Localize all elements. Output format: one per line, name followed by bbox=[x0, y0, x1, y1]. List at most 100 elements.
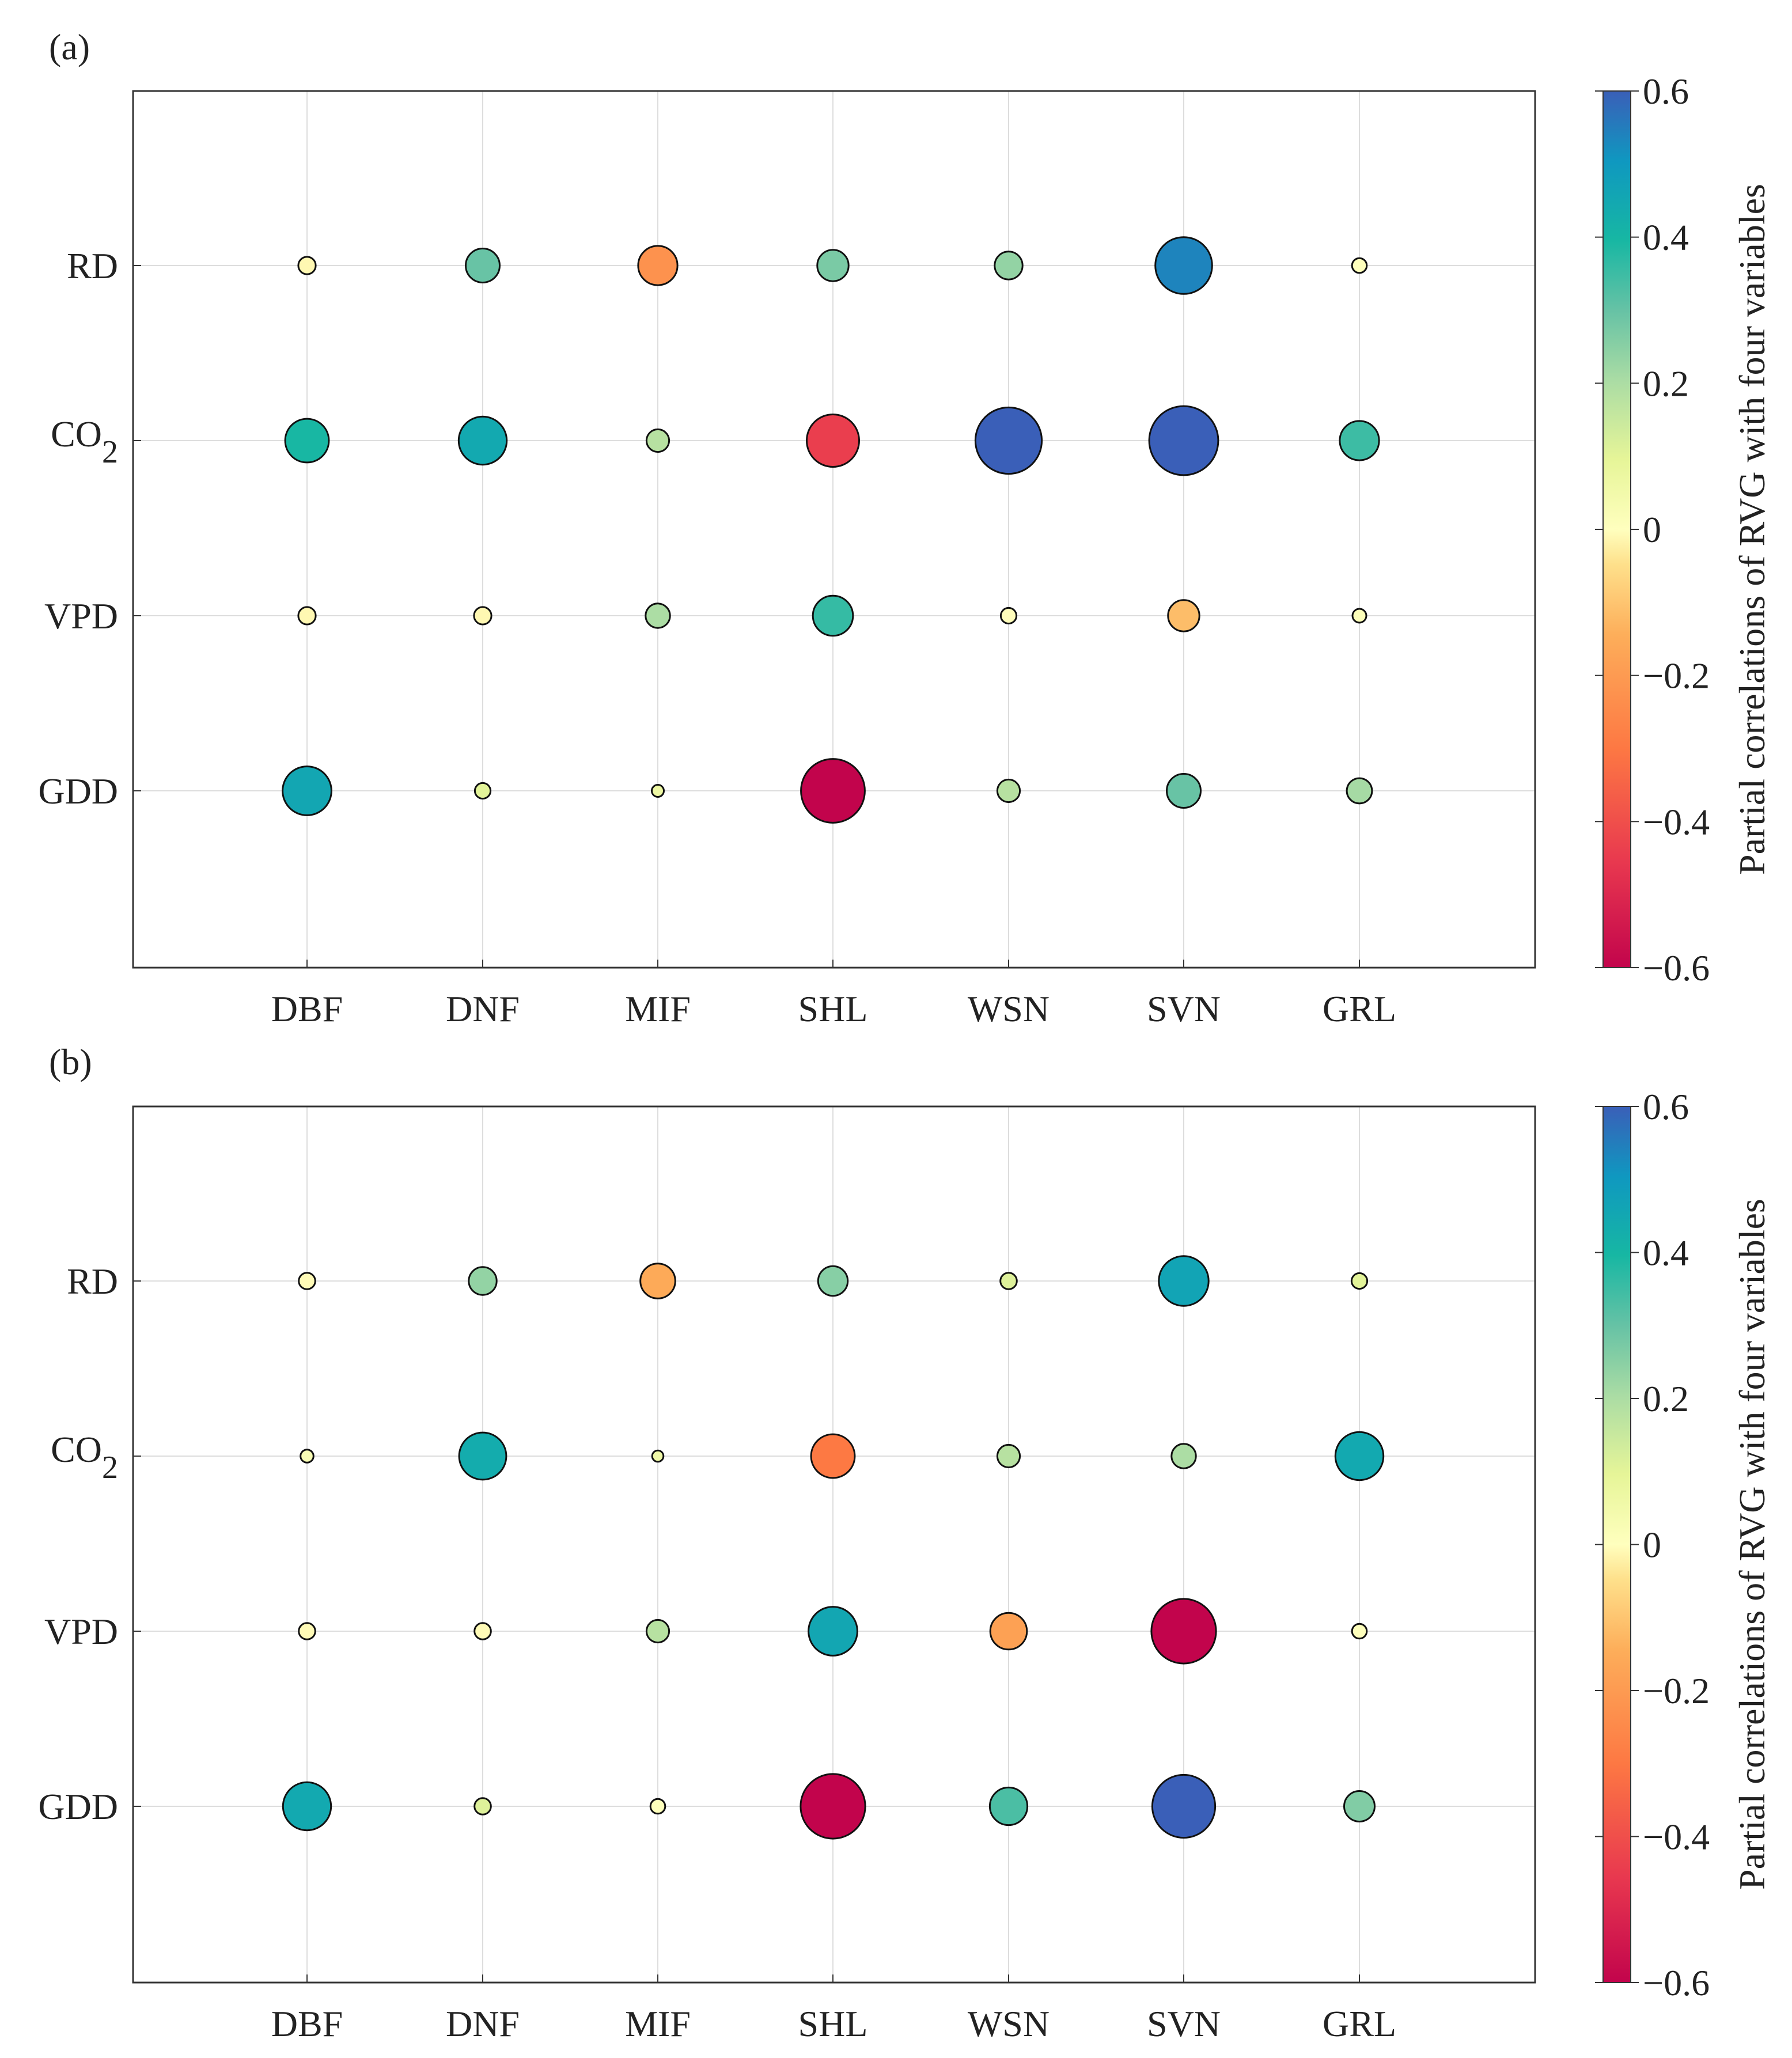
y-tick-label: CO2 bbox=[51, 414, 118, 470]
x-tick-label: WSN bbox=[968, 988, 1050, 1029]
colorbar-ticks: 0.6 0.4 0.2 0 −0.2 −0.4 −0.6 bbox=[1595, 1086, 1710, 2003]
colorbar-tick-label: 0.6 bbox=[1643, 71, 1689, 112]
y-tick-label-subscript: 2 bbox=[102, 434, 118, 470]
colorbar-tick-label: −0.4 bbox=[1643, 1817, 1710, 1858]
bubble-co2-grl bbox=[1339, 420, 1380, 461]
panel-label: (a) bbox=[49, 26, 90, 67]
x-tick-label: WSN bbox=[968, 2003, 1050, 2044]
bubble-co2-grl bbox=[1334, 1431, 1385, 1481]
colorbar-tick-label: 0 bbox=[1643, 509, 1661, 550]
x-tick-label: SHL bbox=[798, 988, 868, 1029]
bubble-gdd-dnf bbox=[473, 782, 492, 800]
colorbar-tick-label: 0 bbox=[1643, 1525, 1661, 1566]
x-axis-labels: DBF DNF MIF SHL WSN SVN GRL bbox=[271, 960, 1396, 1029]
y-tick-label: VPD bbox=[44, 596, 118, 636]
y-tick-label: GDD bbox=[38, 1786, 118, 1827]
bubble-vpd-dnf bbox=[473, 1622, 492, 1640]
bubble-vpd-mif bbox=[645, 602, 671, 629]
bubble-vpd-shl bbox=[812, 594, 854, 637]
bubble-vpd-dbf bbox=[298, 1622, 316, 1640]
bubble-gdd-dnf bbox=[473, 1797, 492, 1816]
panel-label: (b) bbox=[49, 1041, 92, 1082]
bubble-rd-svn bbox=[1158, 1255, 1210, 1307]
bubble-gdd-svn bbox=[1151, 1773, 1217, 1839]
bubble-rd-dbf bbox=[297, 256, 317, 275]
x-tick-label: SVN bbox=[1147, 988, 1221, 1029]
bubble-gdd-mif bbox=[651, 784, 665, 798]
bubble-co2-wsn bbox=[996, 1443, 1021, 1469]
plot-frame bbox=[132, 90, 1536, 969]
y-tick-label: VPD bbox=[44, 1611, 118, 1652]
x-tick-label: GRL bbox=[1323, 2003, 1396, 2044]
bubble-gdd-shl bbox=[800, 758, 866, 824]
bubble-vpd-wsn bbox=[989, 1612, 1028, 1651]
x-tick-label: SHL bbox=[798, 2003, 868, 2044]
bubble-rd-dnf bbox=[465, 248, 501, 283]
bubble-gdd-svn bbox=[1166, 773, 1202, 809]
bubble-co2-dbf bbox=[300, 1449, 315, 1464]
x-tick-label: SVN bbox=[1147, 2003, 1221, 2044]
x-tick-label: MIF bbox=[625, 2003, 691, 2044]
colorbar-tick-label: 0.2 bbox=[1643, 363, 1689, 404]
panel-a: (a) RD CO2 VPD GDD DBF DNF MIF SHL WSN SVN GRL 0.… bbox=[38, 26, 1772, 1029]
x-tick-label: DBF bbox=[271, 988, 343, 1029]
bubble-rd-wsn bbox=[999, 1272, 1018, 1290]
bubble-rd-shl bbox=[817, 1265, 849, 1297]
bubble-rd-grl bbox=[1351, 257, 1368, 274]
colorbar-tick-label: −0.4 bbox=[1643, 801, 1710, 842]
y-tick-label-main: CO bbox=[51, 414, 102, 454]
colorbar-tick-label: −0.2 bbox=[1643, 655, 1710, 696]
bubble-co2-dnf bbox=[458, 1431, 507, 1481]
x-tick-label: DBF bbox=[271, 2003, 343, 2044]
colorbar bbox=[1602, 1106, 1631, 1983]
bubble-gdd-wsn bbox=[988, 1786, 1029, 1826]
gridlines bbox=[133, 91, 1535, 968]
colorbar-tick-label: −0.6 bbox=[1643, 1962, 1710, 2003]
bubble-co2-svn bbox=[1170, 1443, 1197, 1469]
bubble-vpd-shl bbox=[808, 1606, 858, 1657]
panel-b: (b) RD CO2 VPD GDD DBF DNF MIF SHL WSN SVN GRL 0.… bbox=[38, 1041, 1772, 2044]
plot-frame bbox=[132, 1105, 1536, 1984]
y-tick-label: GDD bbox=[38, 771, 118, 812]
x-tick-label: MIF bbox=[625, 988, 691, 1029]
colorbar-label: Partial correlations of RVG with four va… bbox=[1732, 184, 1772, 875]
x-axis-labels: DBF DNF MIF SHL WSN SVN GRL bbox=[271, 1974, 1396, 2044]
bubble-co2-shl bbox=[806, 414, 860, 468]
x-tick-label: GRL bbox=[1323, 988, 1396, 1029]
bubble-vpd-dbf bbox=[297, 606, 317, 626]
colorbar-tick-label: −0.2 bbox=[1643, 1670, 1710, 1711]
y-tick-label-main: CO bbox=[51, 1429, 102, 1470]
y-axis-labels: RD CO2 VPD GDD bbox=[38, 245, 141, 812]
bubble-co2-shl bbox=[810, 1433, 856, 1479]
bubble-gdd-shl bbox=[800, 1773, 866, 1840]
colorbar-tick-label: 0.6 bbox=[1643, 1086, 1689, 1127]
colorbar-tick-label: 0.4 bbox=[1643, 217, 1689, 258]
y-tick-label: CO2 bbox=[51, 1429, 118, 1485]
bubbles bbox=[282, 1255, 1385, 1840]
bubble-rd-mif bbox=[639, 1263, 676, 1299]
bubble-gdd-grl bbox=[1346, 777, 1373, 805]
bubble-co2-svn bbox=[1148, 405, 1219, 476]
colorbar bbox=[1602, 90, 1631, 968]
bubble-rd-grl bbox=[1350, 1272, 1369, 1290]
bubble-vpd-svn bbox=[1150, 1598, 1217, 1665]
bubble-gdd-wsn bbox=[996, 778, 1021, 804]
bubble-co2-mif bbox=[645, 428, 670, 453]
bubble-rd-svn bbox=[1154, 236, 1213, 295]
bubble-gdd-mif bbox=[649, 1798, 666, 1815]
bubble-vpd-svn bbox=[1167, 599, 1200, 632]
bubble-vpd-wsn bbox=[999, 607, 1018, 625]
bubble-rd-shl bbox=[816, 249, 850, 282]
bubble-gdd-dbf bbox=[282, 765, 332, 816]
colorbar-tick-label: 0.4 bbox=[1643, 1233, 1689, 1274]
colorbar-tick-label: 0.2 bbox=[1643, 1378, 1689, 1419]
bubble-rd-mif bbox=[637, 245, 679, 286]
gridlines bbox=[133, 1106, 1535, 1983]
y-tick-label: RD bbox=[67, 245, 118, 286]
colorbar-ticks: 0.6 0.4 0.2 0 −0.2 −0.4 −0.6 bbox=[1595, 71, 1710, 988]
bubble-co2-wsn bbox=[974, 406, 1043, 475]
x-tick-label: DNF bbox=[446, 988, 520, 1029]
bubble-vpd-mif bbox=[645, 1619, 670, 1644]
bubble-gdd-dbf bbox=[282, 1781, 332, 1832]
